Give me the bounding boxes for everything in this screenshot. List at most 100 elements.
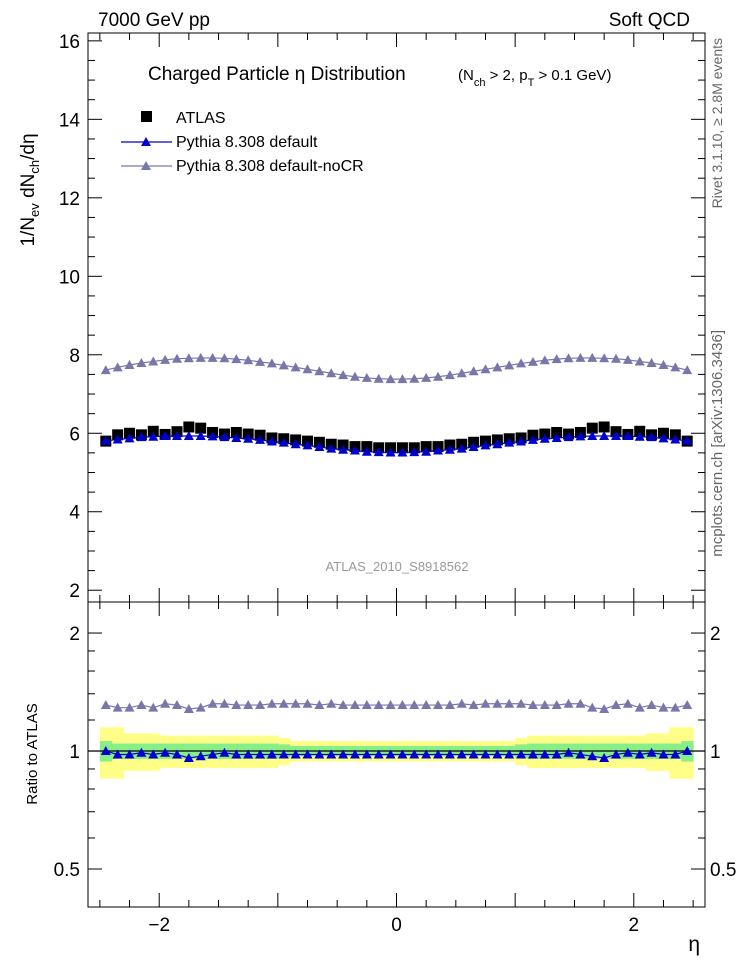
pythia-nocr-point (670, 362, 681, 372)
pythia-default-point (136, 432, 147, 442)
ratio-nocr-point (171, 700, 182, 710)
pythia-default-point (160, 431, 171, 441)
legend-marker-default (141, 137, 151, 146)
main-ytick-label: 8 (69, 346, 80, 367)
ratio-nocr-point (468, 700, 479, 710)
ratio-nocr-point (444, 700, 455, 710)
pythia-nocr-point (468, 366, 479, 376)
pythia-default-point (527, 434, 538, 444)
pythia-nocr-point (539, 355, 550, 365)
ratio-default-point (575, 749, 586, 759)
pythia-nocr-point (302, 364, 313, 374)
ratio-default-point (492, 749, 503, 759)
atlas-point (230, 426, 242, 438)
ratio-nocr-point (278, 698, 289, 708)
pythia-default-point (314, 441, 325, 451)
main-ytick-label: 16 (59, 32, 80, 53)
ratio-nocr-point (682, 700, 693, 710)
ratio-default-point (349, 749, 360, 759)
legend-label-default: Pythia 8.308 default (176, 134, 318, 151)
ratio-default-point (255, 749, 266, 759)
pythia-default-point (219, 432, 230, 442)
ratio-ytick-label: 0.5 (54, 860, 80, 881)
chart-title-main: Charged Particle η Distribution (148, 64, 406, 85)
atlas-point (551, 426, 563, 438)
legend-marker-nocr (141, 161, 151, 170)
legend-label-atlas: ATLAS (176, 110, 226, 127)
pythia-nocr-point (231, 354, 242, 364)
ratio-nocr-point (243, 700, 254, 710)
ratio-nocr-point (527, 700, 538, 710)
ratio-panel: 0.5 0.5 1 1 2 2 −2 0 2 Ratio to ATLAS η (24, 601, 736, 956)
ratio-default-point (100, 746, 111, 756)
pythia-default-point (575, 431, 586, 441)
pythia-nocr-point (527, 356, 538, 366)
rivet-label: Rivet 3.1.10, ≥ 2.8M events (709, 38, 725, 208)
ratio-nocr-point (504, 698, 515, 708)
pythia-default-point (456, 443, 467, 453)
pythia-default-point (231, 432, 242, 442)
pythia-default-point (551, 432, 562, 442)
pythia-nocr-point (349, 371, 360, 381)
ratio-default-point (136, 747, 147, 757)
ratio-nocr-point (551, 700, 562, 710)
pythia-nocr-point (255, 356, 266, 366)
ratio-default-point (183, 752, 194, 762)
main-ytick-label: 6 (69, 424, 80, 445)
pythia-nocr-point (219, 353, 230, 363)
pythia-default-point (409, 447, 420, 457)
ratio-nocr-point (326, 698, 337, 708)
ratio-ytick-label-right: 2 (710, 624, 721, 645)
ratio-default-point (278, 749, 289, 759)
pythia-nocr-point (634, 356, 645, 366)
pythia-default-point (385, 447, 396, 457)
pythia-default-point (266, 436, 277, 446)
ratio-default-point (112, 749, 123, 759)
pythia-nocr-point (456, 368, 467, 378)
ratio-nocr-point (670, 702, 681, 712)
atlas-point (634, 425, 646, 437)
pythia-default-point (599, 431, 610, 441)
pythia-nocr-point (421, 372, 432, 382)
ratio-nocr-point (563, 698, 574, 708)
x-tick-label: 0 (391, 915, 402, 936)
ratio-default-point (302, 749, 313, 759)
ratio-nocr-point (658, 702, 669, 712)
ratio-default-point (385, 749, 396, 759)
ratio-nocr-point (148, 702, 159, 712)
ratio-default-point (124, 749, 135, 759)
pythia-default-point (373, 447, 384, 457)
x-tick-label: 2 (629, 915, 640, 936)
pythia-default-point (670, 434, 681, 444)
pythia-nocr-point (361, 372, 372, 382)
atlas-point (195, 422, 207, 434)
pythia-nocr-point (575, 352, 586, 362)
ratio-nocr-point (646, 700, 657, 710)
pythia-nocr-point (599, 353, 610, 363)
ratio-nocr-point (409, 700, 420, 710)
pythia-nocr-point (563, 353, 574, 363)
ratio-default-point (551, 749, 562, 759)
pythia-nocr-point (622, 354, 633, 364)
atlas-point (183, 421, 195, 433)
main-ytick-label: 10 (59, 267, 80, 288)
ratio-ytick-label-right: 0.5 (710, 860, 736, 881)
pythia-nocr-point (124, 359, 135, 369)
ratio-default-point (658, 749, 669, 759)
pythia-default-point (480, 440, 491, 450)
mcplots-label: mcplots.cern.ch [arXiv:1306.3436] (709, 330, 726, 557)
atlas-point (147, 425, 159, 437)
ratio-default-point (670, 749, 681, 759)
ratio-default-point (444, 749, 455, 759)
pythia-default-point (516, 436, 527, 446)
main-ytick-label: 12 (59, 189, 80, 210)
ratio-nocr-point (266, 698, 277, 708)
ratio-nocr-point (480, 698, 491, 708)
pythia-default-point (539, 433, 550, 443)
pythia-default-point (183, 431, 194, 441)
ratio-default-point (634, 749, 645, 759)
pythia-nocr-point (611, 353, 622, 363)
ratio-nocr-point (207, 698, 218, 708)
pythia-default-point (290, 439, 301, 449)
ratio-default-point (539, 749, 550, 759)
